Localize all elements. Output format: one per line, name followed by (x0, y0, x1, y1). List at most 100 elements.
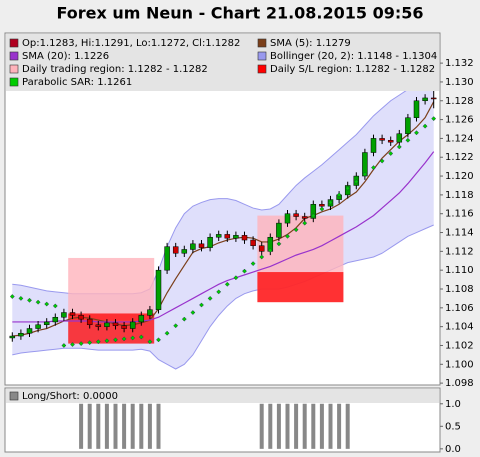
sar-dot (18, 296, 24, 301)
y-tick-label: 1.0 (445, 399, 461, 410)
sar-dot (190, 310, 196, 315)
legend-swatch (9, 38, 19, 48)
sar-dot (78, 341, 84, 346)
y-tick-label: 1.124 (445, 133, 474, 144)
bar (79, 403, 84, 449)
bar (276, 403, 281, 449)
sar-dot (396, 144, 402, 150)
bar (328, 403, 333, 449)
y-tick-label: 1.122 (445, 152, 474, 163)
sar-dot (276, 241, 282, 247)
sar-dot (259, 254, 265, 260)
sar-dot (121, 336, 127, 342)
bollinger-line (12, 224, 434, 370)
bar (337, 403, 342, 449)
sar-dot (104, 338, 110, 344)
bar (345, 403, 350, 449)
bar (122, 403, 127, 449)
bar (113, 403, 118, 449)
candle-body (18, 332, 24, 337)
candle-body (379, 138, 385, 141)
legend-label: Bollinger (20, 2): 1.1148 - 1.1304 (270, 51, 437, 62)
sar-dot (328, 200, 333, 205)
candle-body (61, 312, 67, 318)
sar-dot (250, 261, 256, 266)
y-tick-label: 1.100 (445, 359, 474, 370)
legend-swatch (9, 51, 19, 61)
candle-body (413, 100, 420, 118)
legend-label: Parabolic SAR: 1.1261 (22, 77, 132, 88)
candle-body (293, 213, 299, 217)
candle-body (405, 117, 411, 134)
region (257, 272, 344, 303)
candle-body (172, 246, 179, 254)
candle-body (190, 243, 196, 250)
y-tick-label: 1.118 (445, 190, 474, 201)
sar-dot (199, 302, 204, 308)
y-tick-label: 1.110 (445, 265, 474, 276)
candle-body (95, 324, 102, 327)
bar (130, 403, 135, 449)
sar-dot (422, 123, 428, 129)
sar-dot (9, 294, 15, 299)
candle-body (147, 309, 153, 316)
legend-swatch (257, 51, 267, 61)
candle-body (233, 235, 239, 239)
candle-body (258, 245, 265, 252)
legend-label: Op:1.1283, Hi:1.1291, Lo:1.1272, Cl:1.12… (22, 38, 240, 49)
sar-dot (224, 281, 230, 287)
sar-dot (27, 297, 32, 303)
candle-body (78, 315, 84, 320)
legend-label: Daily trading region: 1.1282 - 1.1282 (22, 64, 208, 75)
candle-body (164, 246, 170, 271)
sar-dot (362, 171, 368, 177)
sar-dot (207, 296, 213, 301)
bar (139, 403, 144, 449)
candle-body (43, 321, 50, 326)
y-tick-label: 1.128 (445, 96, 474, 107)
bar (87, 403, 92, 449)
sar-dot (130, 335, 136, 341)
sar-dot (138, 334, 144, 340)
sar-dot (302, 220, 308, 226)
candle-body (198, 243, 205, 248)
sar-dot (285, 233, 290, 239)
candle-body (301, 216, 308, 219)
sar-dot (267, 248, 273, 253)
candle-body (241, 235, 248, 241)
bar (285, 403, 290, 449)
candle-body (396, 133, 403, 143)
candle-body (129, 321, 136, 329)
sar-dot (95, 339, 101, 345)
sar-dot (405, 137, 411, 143)
candle-body (121, 325, 127, 329)
bar (319, 403, 324, 449)
sar-dot (319, 206, 325, 212)
sar-dot (431, 116, 437, 122)
sar-dot (336, 192, 342, 198)
y-tick-label: 1.120 (445, 171, 474, 182)
bar (156, 403, 161, 449)
sar-dot (379, 158, 385, 164)
sar-dot (113, 337, 118, 343)
sar-dot (388, 151, 394, 156)
candle-body (112, 322, 119, 326)
indicator-line (12, 151, 435, 323)
candle-body (26, 328, 33, 334)
sar-dot (173, 323, 179, 329)
legend-label: SMA (5): 1.1279 (270, 38, 351, 49)
sar-dot (52, 303, 58, 309)
sar-dot (156, 337, 161, 343)
bar (268, 403, 273, 449)
y-tick-label: 1.108 (445, 284, 474, 295)
y-tick-label: 0.0 (445, 444, 461, 455)
y-tick-label: 0.5 (445, 421, 461, 432)
y-tick-label: 1.098 (445, 378, 474, 389)
legend-swatch (257, 38, 267, 48)
sar-dot (310, 213, 316, 218)
bar (259, 403, 264, 449)
sar-dot (345, 185, 351, 191)
legend-label: Long/Short: 0.0000 (22, 391, 118, 402)
bar (147, 403, 152, 449)
